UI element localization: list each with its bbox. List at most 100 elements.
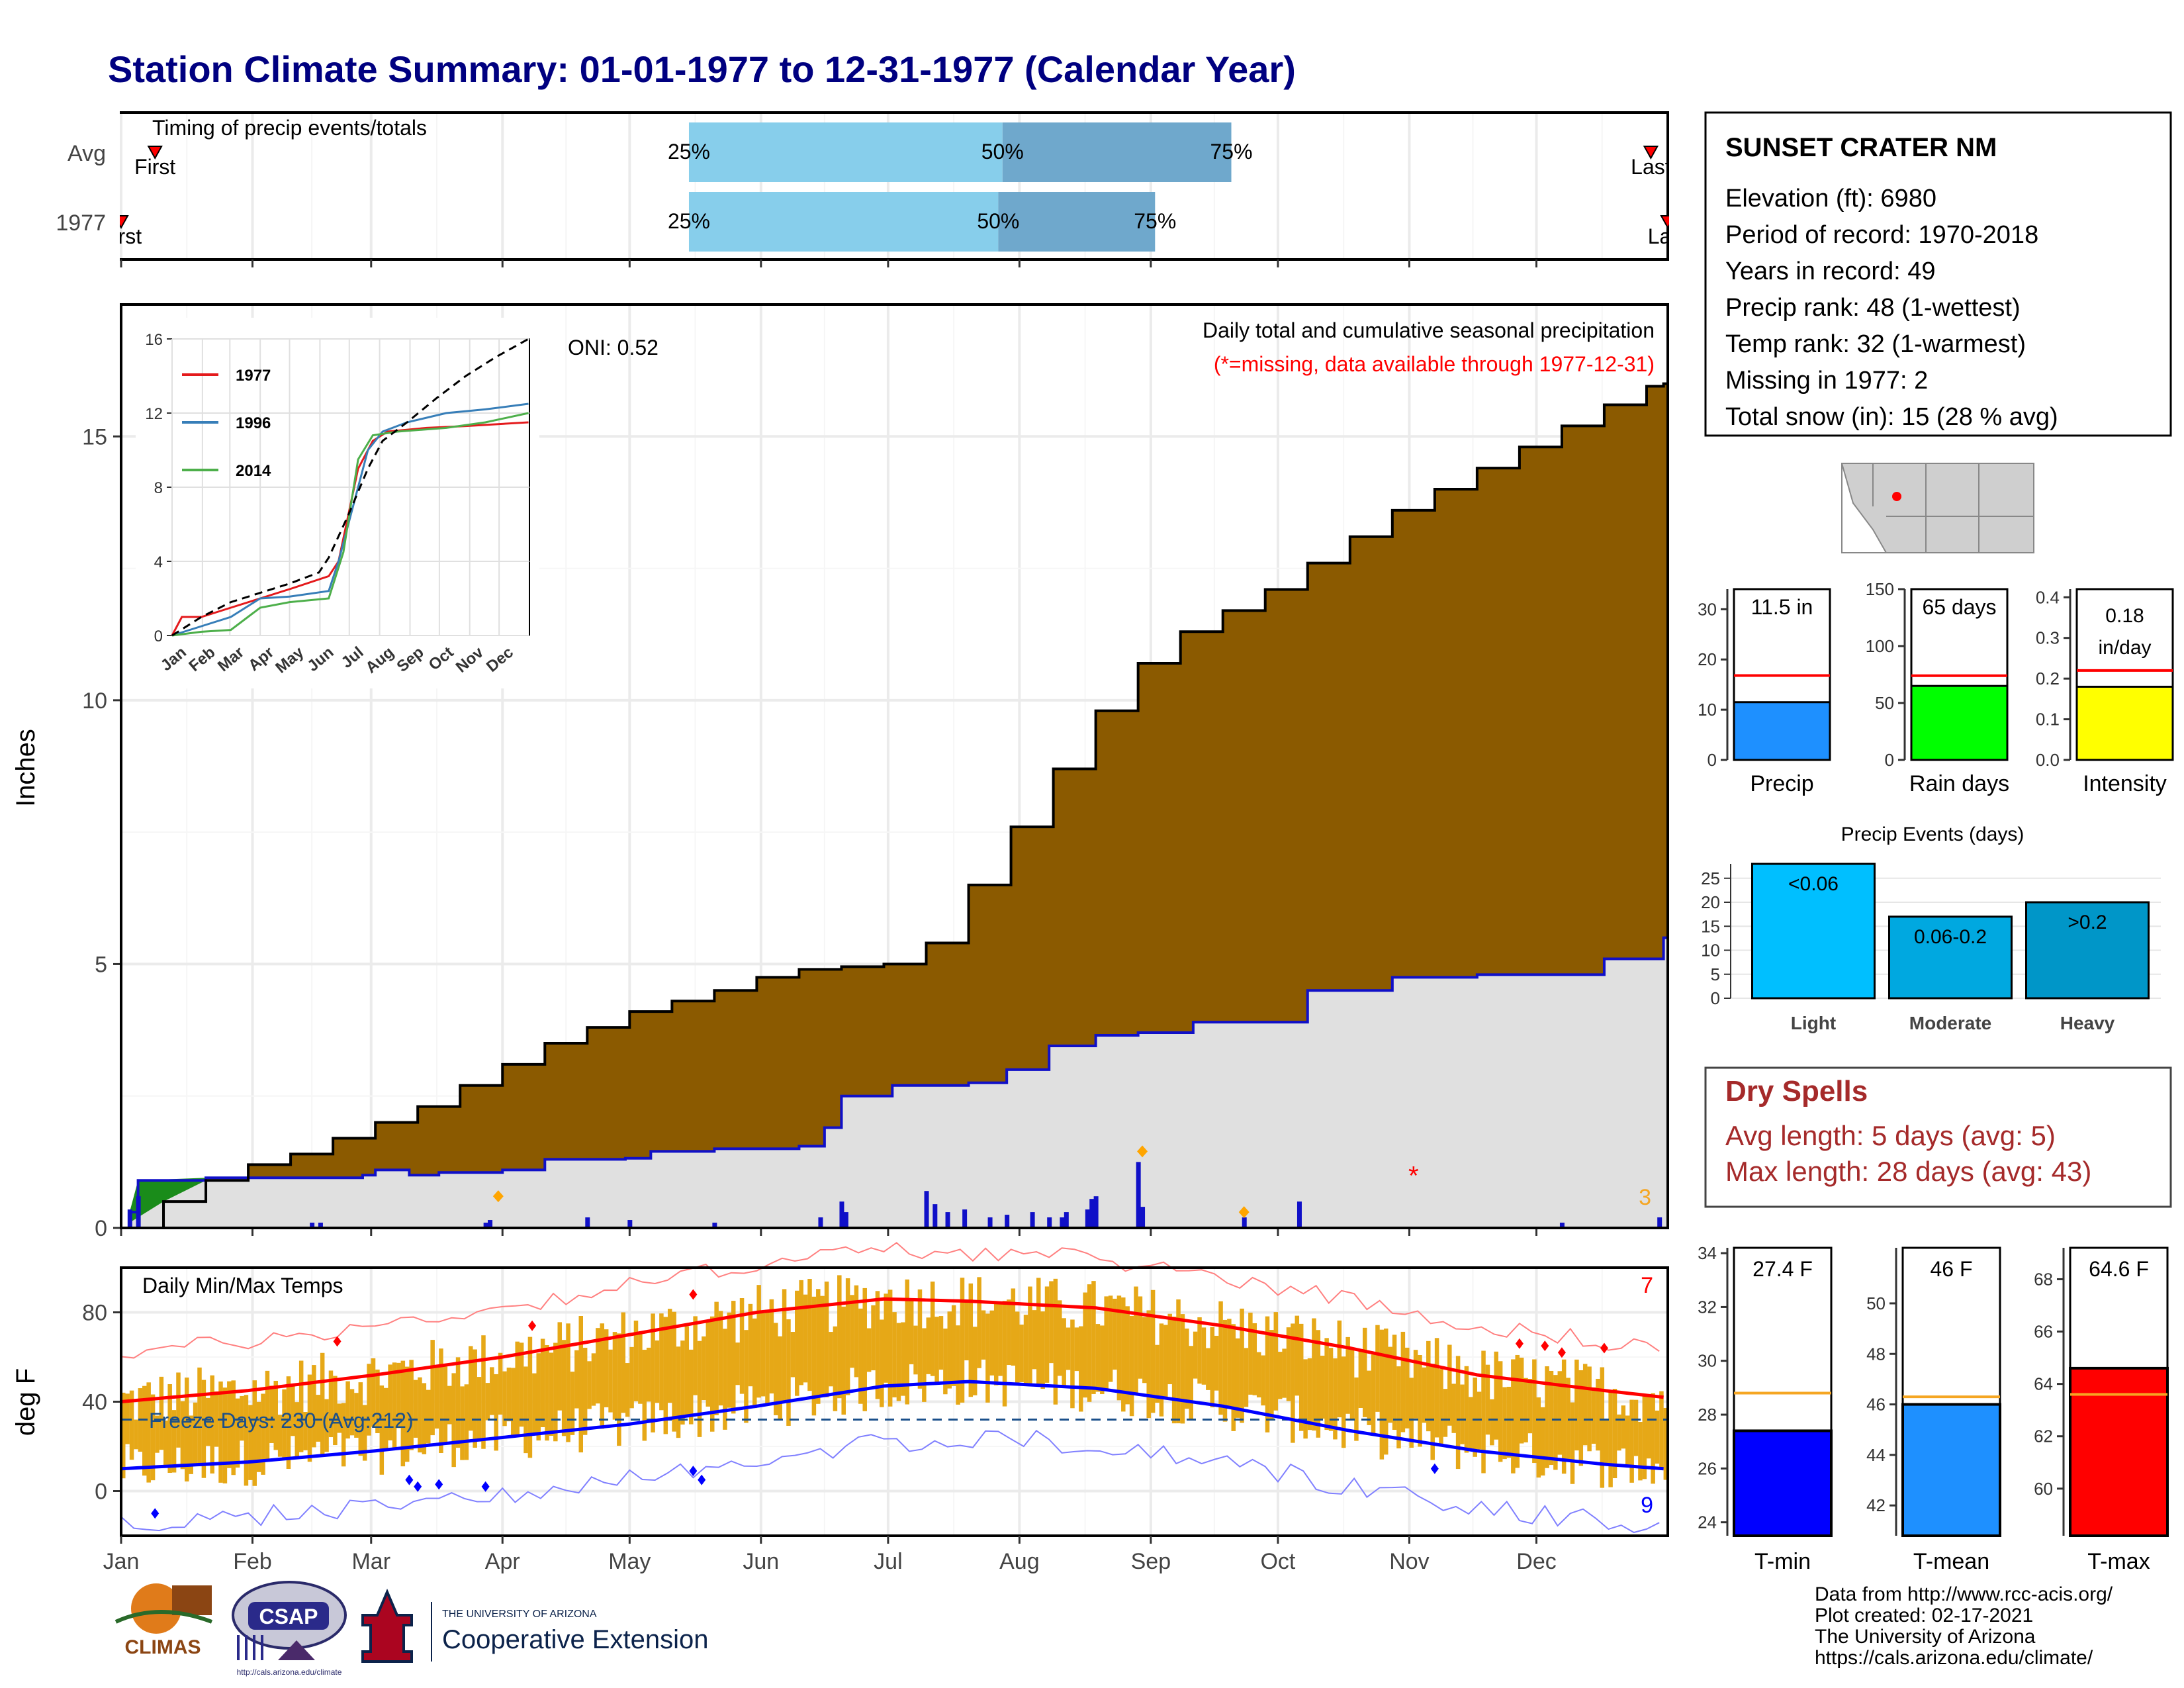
- daily-temp-range-bar-352: [1612, 1389, 1617, 1479]
- daily-precip-bar-4: [483, 1223, 488, 1228]
- summary-value-label-2-b: in/day: [2098, 637, 2151, 659]
- daily-temp-range-bar-174: [858, 1308, 863, 1404]
- daily-temp-range-bar-351: [1608, 1391, 1613, 1487]
- timing-p50-label-row0: 50%: [981, 140, 1024, 164]
- events-bar-range-2: >0.2: [2068, 912, 2107, 933]
- last-event-label-row0: Last: [1631, 155, 1671, 179]
- record-high-marker-0: [333, 1336, 341, 1347]
- station-line-1: Elevation (ft): 6980: [1725, 185, 1936, 212]
- daily-temp-range-bar-206: [993, 1303, 999, 1385]
- daily-temp-range-bar-231: [1100, 1325, 1105, 1395]
- inset-y-tick-label-3: 12: [145, 405, 163, 423]
- daily-temp-range-bar-74: [434, 1365, 439, 1429]
- daily-temp-range-bar-133: [684, 1326, 690, 1417]
- daily-temp-range-bar-258: [1214, 1335, 1219, 1391]
- daily-temp-range-bar-103: [557, 1322, 562, 1411]
- summary-tick-label-1-1: 50: [1875, 693, 1894, 713]
- daily-temp-range-bar-322: [1485, 1364, 1490, 1435]
- csap-badge: [248, 1602, 329, 1630]
- events-bar-label-2: Heavy: [2060, 1013, 2115, 1033]
- daily-temp-range-bar-358: [1638, 1422, 1643, 1481]
- temp-summary-tick-label-1-0: 42: [1866, 1495, 1886, 1515]
- daily-precip-bar-16: [987, 1217, 993, 1228]
- daily-temp-range-bar-96: [527, 1336, 533, 1458]
- timing-left-mask: [0, 114, 120, 259]
- daily-precip-bar-6: [585, 1217, 590, 1228]
- daily-precip-bar-11: [843, 1212, 848, 1228]
- precip-panel-frame: [120, 303, 1669, 1229]
- daily-temp-range-bar-314: [1451, 1383, 1456, 1433]
- summary-label-0: Precip: [1750, 771, 1813, 796]
- daily-temp-range-bar-291: [1354, 1377, 1359, 1441]
- record-low-marker-0: [151, 1508, 159, 1519]
- summary-tick-label-2-0: 0.0: [2036, 750, 2060, 770]
- temp-summary-tick-label-2-4: 68: [2034, 1269, 2053, 1289]
- summary-bar-0: [1733, 701, 1831, 761]
- daily-temp-range-bar-69: [413, 1380, 418, 1438]
- temp-summary-tick-label-1-1: 44: [1866, 1445, 1886, 1465]
- daily-temp-range-bar-197: [956, 1325, 960, 1405]
- daily-temp-range-bar-183: [896, 1323, 901, 1401]
- daily-temp-range-bar-44: [307, 1374, 312, 1462]
- daily-temp-range-bar-316: [1460, 1384, 1465, 1444]
- daily-temp-range-bar-97: [532, 1373, 537, 1435]
- precip-y-axis-label: Inches: [11, 729, 40, 807]
- daily-temp-range-bar-55: [354, 1393, 359, 1438]
- daily-temp-range-bar-187: [913, 1325, 918, 1375]
- daily-temp-range-bar-305: [1413, 1350, 1418, 1419]
- daily-temp-range-bar-336: [1545, 1366, 1549, 1468]
- precip-note: Daily total and cumulative seasonal prec…: [1203, 318, 1655, 342]
- daily-temp-range-bar-192: [934, 1317, 939, 1385]
- station-line-7: Total snow (in): 15 (28 % avg): [1725, 403, 2058, 431]
- timing-right-mask: [1669, 114, 1702, 259]
- daily-temp-range-bar-107: [574, 1350, 579, 1409]
- daily-temp-range-bar-284: [1324, 1338, 1329, 1430]
- daily-precip-bar-13: [933, 1204, 938, 1228]
- daily-temp-range-bar-80: [460, 1386, 465, 1460]
- daily-temp-range-bar-182: [892, 1312, 897, 1397]
- daily-temp-range-bar-93: [515, 1341, 520, 1435]
- daily-temp-range-bar-329: [1515, 1354, 1520, 1468]
- daily-temp-range-bar-9: [159, 1376, 164, 1450]
- ua-line-2: Cooperative Extension: [442, 1625, 708, 1654]
- daily-temp-range-bar-109: [582, 1348, 588, 1435]
- daily-temp-range-bar-144: [731, 1301, 736, 1414]
- inset-series-2014: [171, 412, 529, 637]
- daily-temp-range-bar-153: [769, 1299, 774, 1394]
- daily-temp-range-bar-215: [1032, 1310, 1037, 1370]
- daily-precip-bar-14: [945, 1212, 950, 1228]
- daily-temp-range-bar-249: [1176, 1299, 1181, 1424]
- daily-temp-range-bar-353: [1617, 1414, 1621, 1451]
- daily-temp-range-bar-148: [748, 1303, 753, 1387]
- daily-temp-range-bar-7: [150, 1394, 156, 1481]
- events-bar-label-0: Light: [1791, 1013, 1836, 1033]
- daily-temp-range-bar-293: [1363, 1327, 1367, 1417]
- timing-bar-25-50-row1: [688, 192, 999, 252]
- precip-y-tick-label-0: 0: [95, 1216, 107, 1241]
- daily-temp-range-bar-264: [1240, 1308, 1244, 1423]
- daily-temp-range-bar-106: [570, 1372, 575, 1435]
- temp-panel-frame: [120, 1266, 1669, 1537]
- precip-missing-note: (*=missing, data available through 1977-…: [1214, 352, 1655, 376]
- daily-temp-range-bar-290: [1349, 1348, 1355, 1421]
- daily-temp-range-bar-331: [1524, 1378, 1528, 1442]
- snow-marker-1: [1137, 1145, 1148, 1158]
- daily-temp-range-bar-325: [1498, 1361, 1503, 1462]
- daily-temp-range-bar-313: [1447, 1344, 1452, 1426]
- events-bar-label-1: Moderate: [1909, 1013, 1991, 1033]
- daily-temp-range-bar-26: [231, 1380, 236, 1476]
- daily-temp-range-bar-17: [193, 1402, 198, 1465]
- daily-temp-range-bar-335: [1540, 1407, 1545, 1476]
- temp-summary-label-2: T-max: [2087, 1549, 2150, 1574]
- precip-panel: * 0 5 10 15 Inches ONI: 0.52 Daily total an…: [11, 303, 1669, 1241]
- daily-precip-bar-23: [1089, 1199, 1095, 1228]
- daily-temp-range-bar-277: [1295, 1315, 1300, 1396]
- daily-temp-range-bar-162: [807, 1279, 812, 1391]
- daily-temp-range-bar-122: [638, 1331, 643, 1404]
- station-line-4: Precip rank: 48 (1-wettest): [1725, 294, 2021, 322]
- daily-temp-range-bar-239: [1134, 1286, 1138, 1393]
- daily-temp-range-bar-217: [1040, 1311, 1045, 1389]
- daily-temp-range-bar-190: [926, 1317, 931, 1374]
